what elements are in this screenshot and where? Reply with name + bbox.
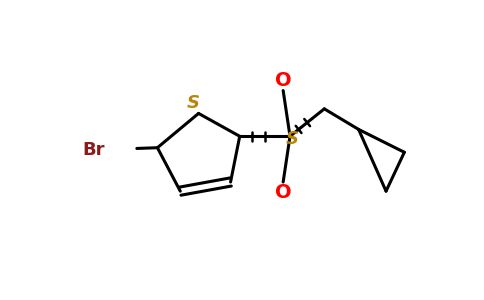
Text: O: O [275,71,291,90]
Text: O: O [275,183,291,202]
Text: Br: Br [82,141,105,159]
Text: S: S [286,130,299,148]
Text: S: S [186,94,199,112]
